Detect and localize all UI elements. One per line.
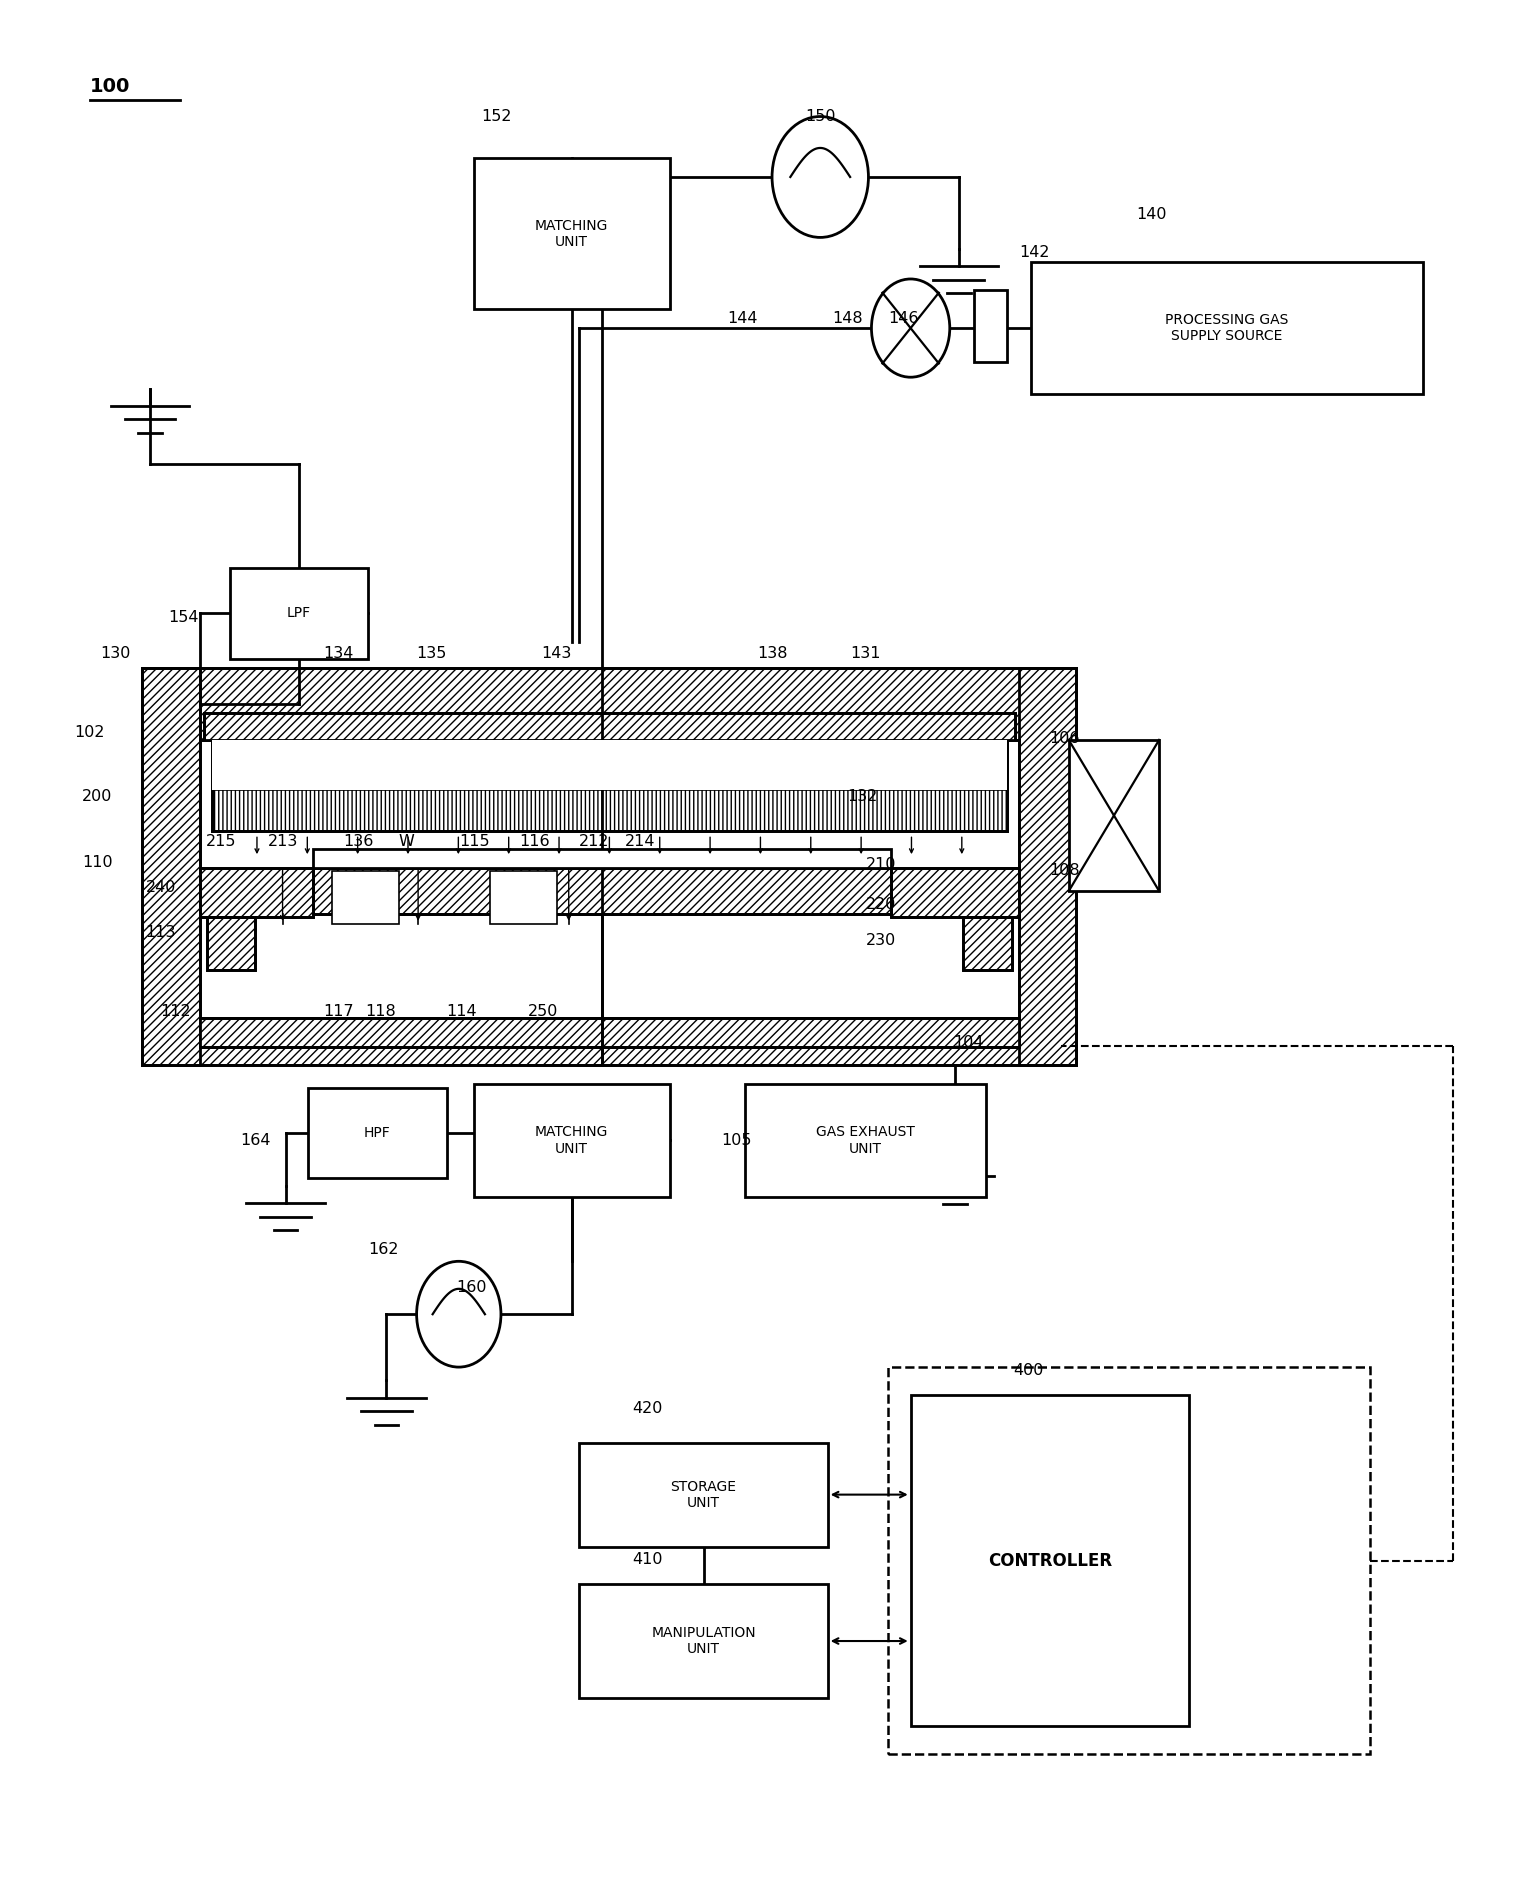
Text: 150: 150 bbox=[806, 108, 836, 124]
Text: GAS EXHAUST
UNIT: GAS EXHAUST UNIT bbox=[816, 1125, 915, 1155]
Text: 105: 105 bbox=[720, 1132, 751, 1148]
Text: 143: 143 bbox=[541, 645, 572, 660]
Text: 102: 102 bbox=[74, 725, 105, 740]
Text: 112: 112 bbox=[161, 1005, 192, 1020]
Text: 220: 220 bbox=[865, 896, 895, 912]
Text: MATCHING
UNIT: MATCHING UNIT bbox=[535, 1125, 608, 1155]
Text: 136: 136 bbox=[344, 834, 374, 849]
Text: 200: 200 bbox=[82, 790, 112, 805]
Text: MANIPULATION
UNIT: MANIPULATION UNIT bbox=[651, 1625, 755, 1656]
Text: 164: 164 bbox=[240, 1132, 271, 1148]
Circle shape bbox=[416, 1262, 502, 1366]
Text: HPF: HPF bbox=[365, 1127, 391, 1140]
Bar bbox=[143, 668, 1076, 740]
Text: 144: 144 bbox=[727, 312, 757, 325]
Bar bbox=[579, 1585, 828, 1697]
Bar bbox=[199, 1018, 1018, 1047]
Text: LPF: LPF bbox=[287, 607, 312, 620]
Text: 152: 152 bbox=[482, 108, 512, 124]
Bar bbox=[313, 868, 891, 913]
Bar bbox=[964, 917, 1011, 971]
Bar bbox=[207, 917, 255, 971]
Bar bbox=[579, 1442, 828, 1547]
Text: 210: 210 bbox=[865, 856, 895, 872]
Text: PROCESSING GAS
SUPPLY SOURCE: PROCESSING GAS SUPPLY SOURCE bbox=[1166, 312, 1289, 343]
Text: 130: 130 bbox=[100, 645, 131, 660]
Text: 420: 420 bbox=[632, 1401, 663, 1416]
Bar bbox=[745, 1083, 986, 1197]
Bar bbox=[211, 740, 1008, 830]
Bar bbox=[199, 868, 313, 917]
Bar bbox=[313, 849, 891, 868]
Text: 131: 131 bbox=[850, 645, 882, 660]
Text: 142: 142 bbox=[1018, 245, 1049, 261]
Bar bbox=[974, 291, 1008, 362]
Bar bbox=[143, 668, 199, 1066]
Text: 240: 240 bbox=[146, 879, 176, 894]
Text: 135: 135 bbox=[416, 645, 447, 660]
Circle shape bbox=[772, 116, 868, 238]
Bar bbox=[1069, 740, 1160, 891]
Circle shape bbox=[871, 280, 950, 377]
Bar bbox=[474, 158, 670, 308]
Bar bbox=[1018, 668, 1076, 1066]
Text: 117: 117 bbox=[324, 1005, 354, 1020]
Text: 250: 250 bbox=[527, 1005, 558, 1020]
Text: CONTROLLER: CONTROLLER bbox=[988, 1551, 1113, 1570]
Text: MATCHING
UNIT: MATCHING UNIT bbox=[535, 219, 608, 249]
Bar bbox=[211, 740, 1008, 790]
Text: 115: 115 bbox=[459, 834, 489, 849]
Bar bbox=[333, 872, 398, 923]
Text: 140: 140 bbox=[1137, 207, 1167, 223]
Text: 410: 410 bbox=[632, 1553, 663, 1568]
Text: 118: 118 bbox=[365, 1005, 397, 1020]
Text: 160: 160 bbox=[456, 1281, 486, 1296]
Bar bbox=[964, 917, 1011, 971]
Bar bbox=[474, 1083, 670, 1197]
Bar bbox=[891, 868, 1018, 917]
Text: 134: 134 bbox=[324, 645, 354, 660]
Bar bbox=[199, 868, 313, 917]
Bar bbox=[230, 567, 368, 658]
Bar bbox=[891, 868, 1018, 917]
Bar bbox=[143, 1018, 1076, 1066]
Bar bbox=[491, 872, 556, 923]
Text: 106: 106 bbox=[1049, 731, 1079, 746]
Bar bbox=[309, 1087, 447, 1178]
Text: 114: 114 bbox=[447, 1005, 477, 1020]
Text: 148: 148 bbox=[833, 312, 863, 325]
Bar bbox=[204, 714, 1014, 740]
Bar bbox=[207, 917, 255, 971]
Text: 104: 104 bbox=[953, 1035, 983, 1050]
Text: 230: 230 bbox=[865, 932, 895, 948]
Text: STORAGE
UNIT: STORAGE UNIT bbox=[670, 1479, 737, 1509]
Bar bbox=[910, 1395, 1189, 1726]
Text: W: W bbox=[398, 834, 415, 849]
Text: 146: 146 bbox=[888, 312, 918, 325]
Text: 154: 154 bbox=[169, 609, 199, 624]
Text: 138: 138 bbox=[757, 645, 787, 660]
Text: 214: 214 bbox=[625, 834, 655, 849]
Text: 215: 215 bbox=[205, 834, 236, 849]
Text: 162: 162 bbox=[368, 1243, 398, 1258]
Bar bbox=[313, 868, 891, 913]
Bar bbox=[888, 1366, 1370, 1755]
Text: 110: 110 bbox=[82, 854, 112, 870]
Text: 213: 213 bbox=[268, 834, 298, 849]
Text: 212: 212 bbox=[579, 834, 610, 849]
Text: 132: 132 bbox=[847, 790, 877, 805]
Text: 400: 400 bbox=[1012, 1363, 1043, 1378]
Text: 116: 116 bbox=[518, 834, 550, 849]
Text: 108: 108 bbox=[1049, 862, 1079, 877]
Text: 113: 113 bbox=[146, 925, 176, 940]
Text: 100: 100 bbox=[90, 76, 131, 95]
Bar bbox=[1031, 263, 1423, 394]
Bar bbox=[199, 740, 1018, 1018]
